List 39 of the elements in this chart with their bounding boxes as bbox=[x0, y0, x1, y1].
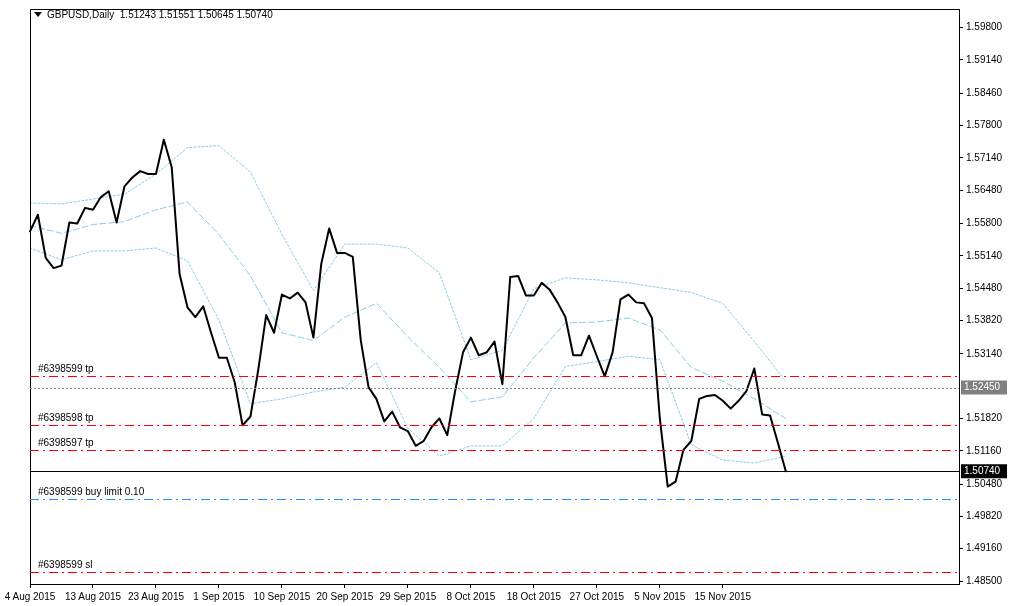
y-tick-label: 1.53820 bbox=[966, 314, 1003, 326]
ref-line-label: #6398599 tp bbox=[38, 363, 95, 375]
x-tick-label: 4 Aug 2015 bbox=[4, 590, 56, 602]
y-tick-label: 1.59140 bbox=[966, 53, 1003, 65]
y-tick-label: 1.56480 bbox=[966, 183, 1003, 195]
y-tick-label: 1.54480 bbox=[966, 281, 1003, 293]
x-tick-label: 1 Sep 2015 bbox=[193, 590, 245, 602]
x-tick-label: 27 Oct 2015 bbox=[569, 590, 625, 602]
y-tick-label: 1.48500 bbox=[966, 574, 1003, 586]
x-tick-label: 20 Sep 2015 bbox=[316, 590, 374, 602]
chart-title: GBPUSD,Daily 1.51243 1.51551 1.50645 1.50740 bbox=[47, 9, 273, 20]
y-tick-label: 1.58460 bbox=[966, 86, 1003, 98]
x-tick-label: 18 Oct 2015 bbox=[506, 590, 562, 602]
line-series bbox=[29, 145, 787, 382]
x-tick-label: 15 Nov 2015 bbox=[694, 590, 752, 602]
ref-line-label: 1.50740 bbox=[964, 465, 1001, 477]
y-tick-label: 1.57800 bbox=[966, 119, 1003, 131]
x-tick-label: 13 Aug 2015 bbox=[64, 590, 122, 602]
x-tick-label: 29 Sep 2015 bbox=[379, 590, 437, 602]
y-tick-label: 1.50480 bbox=[966, 477, 1003, 489]
y-tick-label: 1.51160 bbox=[966, 444, 1002, 456]
y-tick-label: 1.57140 bbox=[966, 151, 1003, 163]
ref-line-label: #6398597 tp bbox=[38, 437, 95, 449]
ref-line-label: #6398598 tp bbox=[38, 412, 95, 424]
y-tick-label: 1.49160 bbox=[966, 542, 1003, 554]
y-tick-label: 1.51820 bbox=[966, 412, 1003, 424]
y-tick-label: 1.55800 bbox=[966, 217, 1003, 229]
x-tick-label: 23 Aug 2015 bbox=[127, 590, 185, 602]
ref-line-label: 1.52450 bbox=[964, 381, 1001, 393]
y-tick-label: 1.59800 bbox=[966, 21, 1003, 33]
x-tick-label: 10 Sep 2015 bbox=[253, 590, 311, 602]
ref-line-label: #6398599 buy limit 0.10 bbox=[38, 486, 145, 498]
y-tick-label: 1.49820 bbox=[966, 510, 1003, 522]
line-series bbox=[29, 247, 787, 464]
x-tick-label: 5 Nov 2015 bbox=[634, 590, 686, 602]
y-tick-label: 1.53140 bbox=[966, 347, 1003, 359]
y-tick-label: 1.55140 bbox=[966, 249, 1003, 261]
ref-line-label: #6398599 sl bbox=[38, 559, 93, 570]
x-tick-label: 8 Oct 2015 bbox=[446, 590, 496, 602]
